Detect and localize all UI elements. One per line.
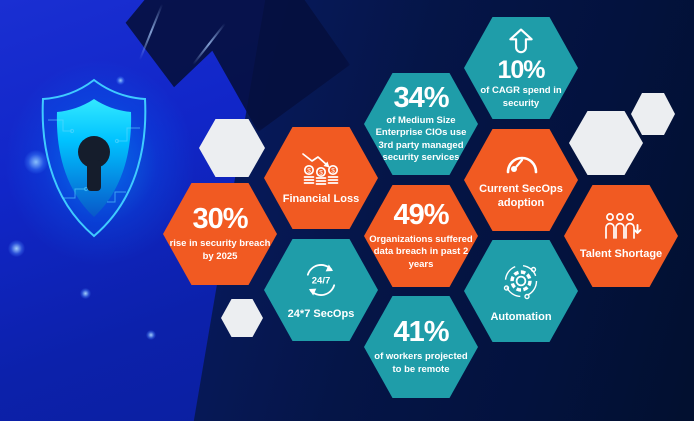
- hexagon-medium-size-cios: 34% of Medium Size Enterprise CIOs use 3…: [364, 73, 478, 175]
- stat-value: 49%: [393, 198, 449, 231]
- stat-value: 30%: [192, 203, 248, 236]
- circuit-traces: [48, 119, 140, 203]
- hexagon-financial-loss: $ $ $ Financial Loss: [264, 127, 378, 229]
- svg-text:$: $: [319, 169, 323, 176]
- hexagon-talent-shortage: Talent Shortage: [564, 185, 678, 287]
- svg-text:$: $: [307, 167, 311, 174]
- stat-label: of CAGR spend in security: [480, 85, 562, 109]
- security-shield: [18, 76, 170, 244]
- hexagon-title: Talent Shortage: [579, 247, 663, 260]
- gear-icon: [498, 258, 544, 304]
- decorative-hexagon: [631, 93, 675, 135]
- glow-dot: [146, 330, 156, 340]
- decorative-hexagon: [199, 119, 265, 177]
- 24-7-icon-text: 24/7: [312, 275, 331, 286]
- hexagon-title: Current SecOps adoption: [479, 183, 563, 209]
- stat-label: of Medium Size Enterprise CIOs use 3rd p…: [375, 114, 467, 163]
- stat-label: rise in security breach by 2025: [169, 238, 271, 262]
- hexagon-title: Financial Loss: [282, 192, 360, 205]
- stat-label: of workers projected to be remote: [374, 351, 468, 375]
- svg-text:$: $: [331, 167, 335, 174]
- decorative-hexagon: [221, 299, 263, 337]
- hexagon-title: Automation: [490, 310, 552, 323]
- keyhole-icon: [78, 136, 110, 168]
- financial-loss-icon: $ $ $: [299, 150, 343, 186]
- hexagon-secops-adoption: Current SecOps adoption: [464, 129, 578, 231]
- 24-7-icon: 24/7: [300, 259, 342, 301]
- up-arrow-icon: [505, 26, 537, 58]
- hexagon-automation: Automation: [464, 240, 578, 342]
- people-icon: [599, 211, 643, 241]
- glow-dot: [80, 288, 91, 299]
- gauge-icon: [501, 149, 541, 176]
- stat-label: Organizations suffered data breach in pa…: [369, 233, 473, 270]
- stat-value: 10%: [497, 56, 545, 85]
- hexagon-remote-workers: 41% of workers projected to be remote: [364, 296, 478, 398]
- hexagon-title: 24*7 SecOps: [287, 307, 355, 320]
- hexagon-data-breach: 49% Organizations suffered data breach i…: [364, 185, 478, 287]
- decorative-hexagon: [569, 111, 643, 175]
- hexagon-cagr-spend: 10% of CAGR spend in security: [464, 17, 578, 119]
- hexagon-24-7-secops: 24/7 24*7 SecOps: [264, 239, 378, 341]
- hexagon-rise-in-breach: 30% rise in security breach by 2025: [163, 183, 277, 285]
- stat-value: 34%: [393, 81, 449, 114]
- stat-value: 41%: [393, 316, 449, 349]
